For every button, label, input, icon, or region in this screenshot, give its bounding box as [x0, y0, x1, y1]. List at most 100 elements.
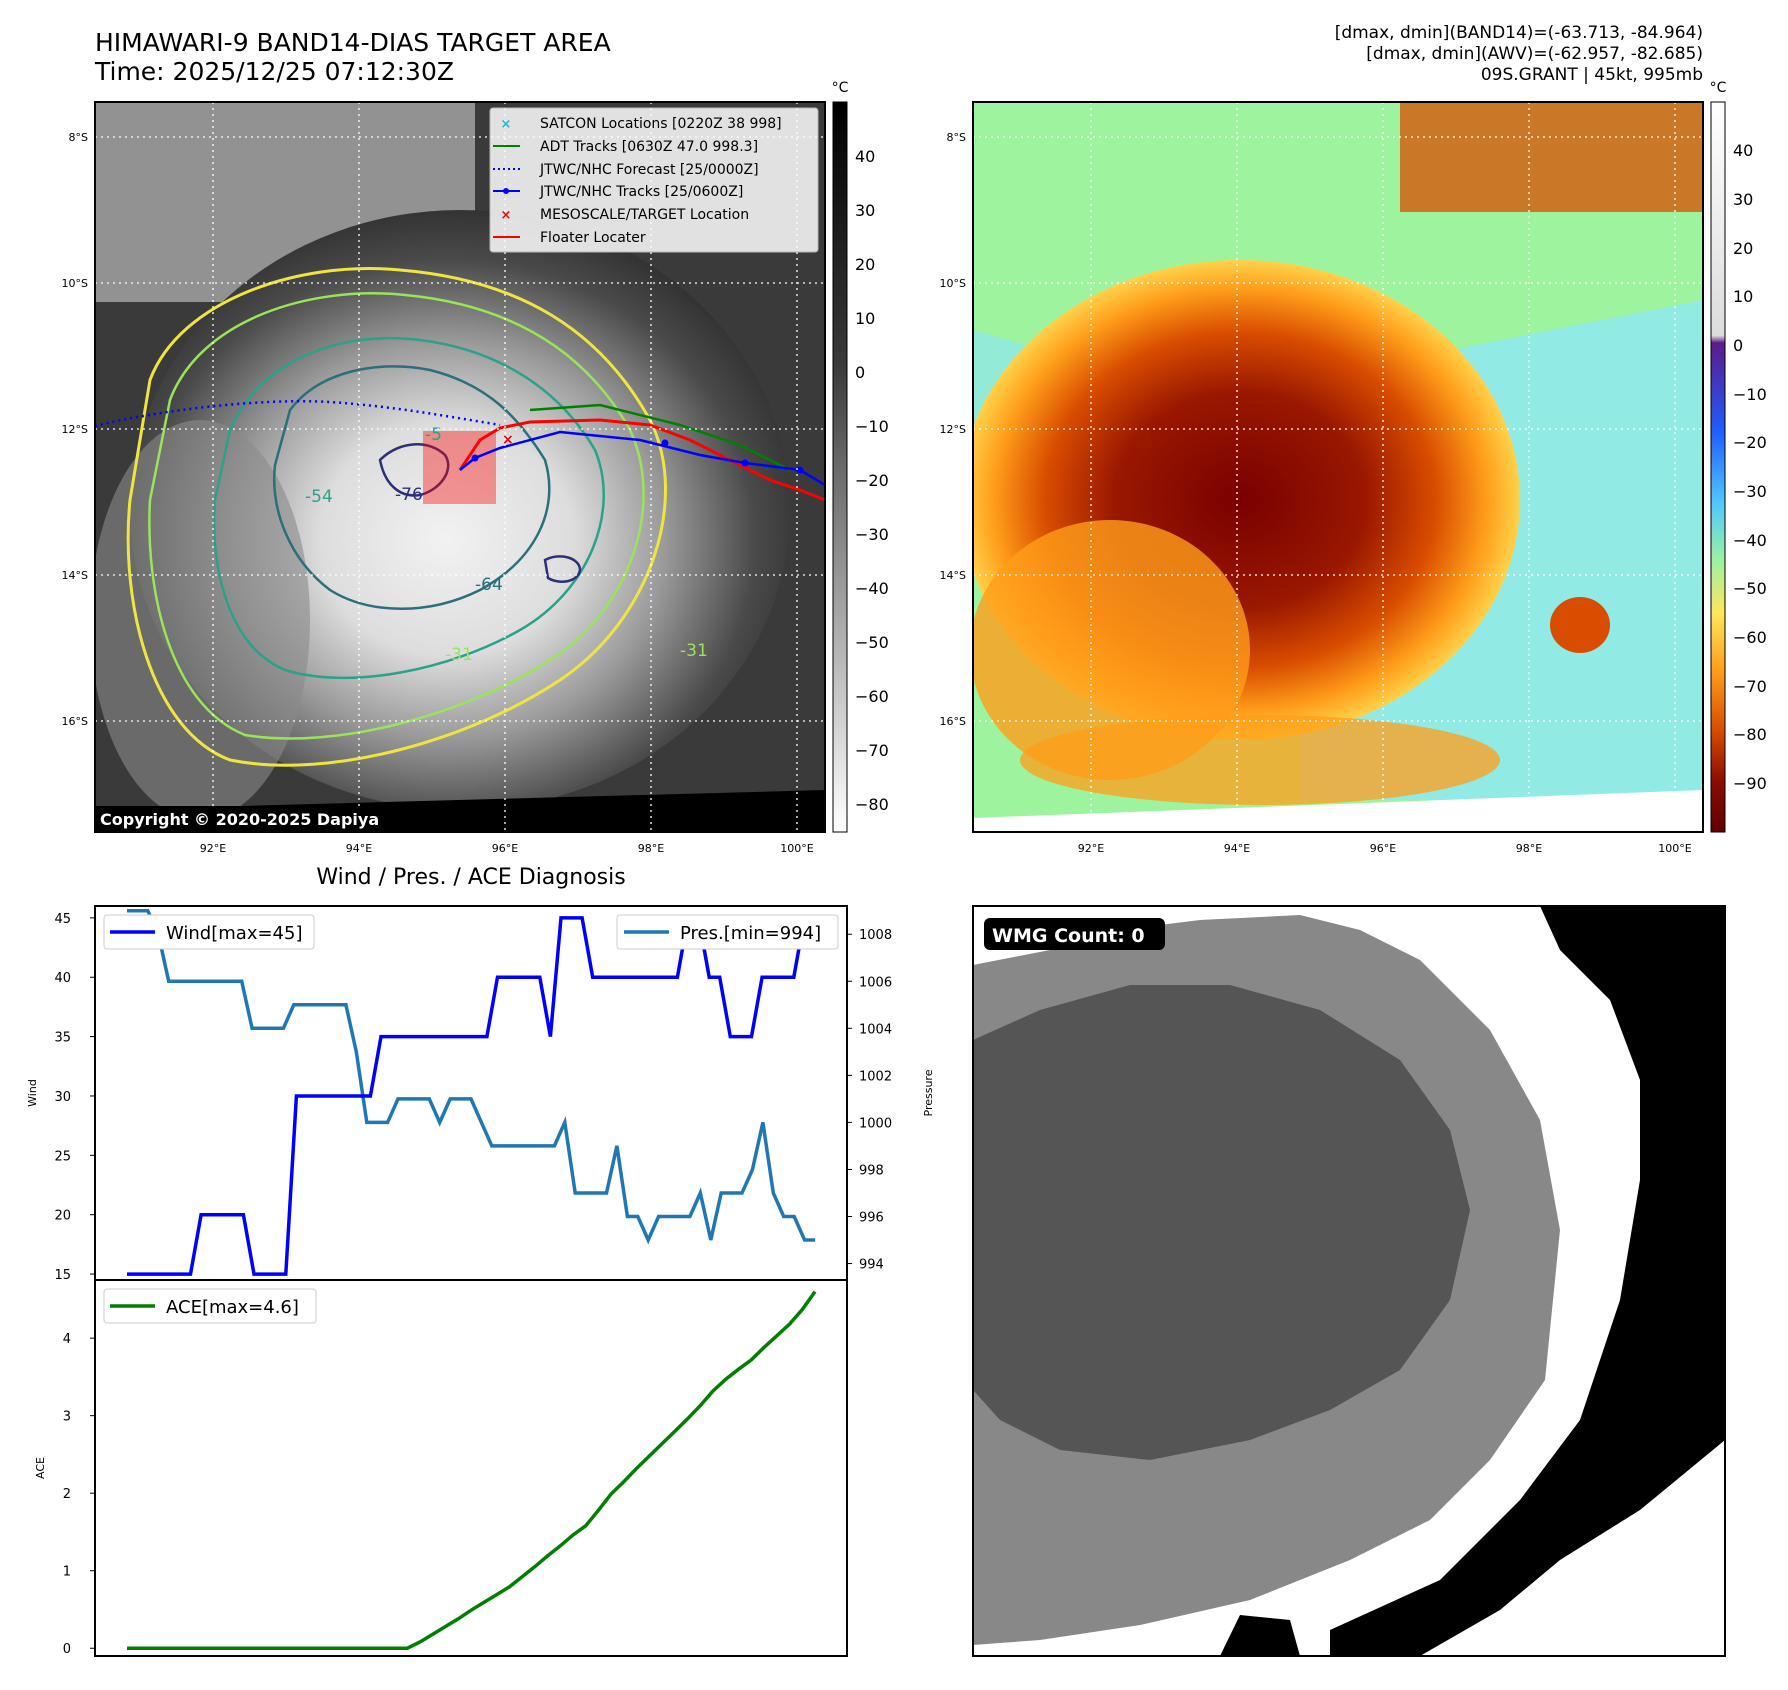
colorbar-tick: 40 [855, 147, 875, 166]
colorbar-tick: 10 [855, 309, 875, 328]
tick-label: 1008 [859, 928, 892, 943]
southern-band [1020, 715, 1500, 805]
data-edge [973, 790, 1703, 832]
legend-box [489, 107, 819, 253]
colorbar-gray: °C 40 30 20 10 0 −10 −20 −30 −40 −50 −60… [832, 80, 889, 833]
contour-dark-teal [273, 365, 551, 610]
map-frame [94, 101, 826, 833]
colorbar-tick: −90 [1733, 774, 1767, 793]
colorbar-tick: −30 [855, 525, 889, 544]
lat-label: 10°S [940, 277, 966, 290]
wind-legend: Wind[max=45] [103, 914, 315, 950]
outer-rainband [973, 520, 1250, 780]
jtwc-track-point [796, 466, 804, 474]
pressure-ticks: 994 996 998 1000 1002 1004 1006 1008 [847, 928, 892, 1273]
lon-axis-left: 92°E 94°E 96°E 98°E 100°E [200, 842, 814, 855]
lon-axis-right: 92°E 94°E 96°E 98°E 100°E [1078, 842, 1692, 855]
lat-label: 8°S [69, 131, 88, 144]
contour-label: -64 [475, 575, 503, 595]
legend-floater-label: Floater Locater [540, 230, 646, 246]
map-panel-gray: × -76 -64 -54 -31 -5 -31 Copyright © 202… [62, 101, 826, 855]
pressure-axis-label: Pressure [922, 1069, 935, 1116]
lat-label: 14°S [62, 569, 88, 582]
wind-pressure-chart: Wind Pressure 15 20 25 30 35 40 45 994 996 998 10… [26, 905, 935, 1283]
colorbar-gray-ticks: 40 30 20 10 0 −10 −20 −30 −40 −50 −60 −7… [855, 147, 889, 814]
contour-cell [543, 555, 582, 583]
jtwc-track-point [741, 459, 749, 467]
contour-label: -5 [425, 425, 442, 445]
lon-label: 96°E [492, 842, 518, 855]
contour-core [378, 443, 450, 497]
wmg-count-label: WMG Count: 0 [992, 925, 1145, 947]
colorbar-ir-unit: °C [1710, 80, 1727, 96]
colorbar-tick: −50 [1733, 579, 1767, 598]
ace-series-line [127, 1290, 817, 1650]
lat-axis-left: 8°S 10°S 12°S 14°S 16°S [62, 131, 88, 728]
contour-teal [212, 336, 605, 680]
colorbar-ir-ticks: 40 30 20 10 0 −10 −20 −30 −40 −50 −60 −7… [1733, 141, 1767, 793]
legend-target-marker: × [501, 208, 512, 223]
isolated-cell [1550, 597, 1610, 653]
tick-label: 20 [54, 1209, 71, 1224]
colorbar-tick: 30 [855, 201, 875, 220]
tick-label: 0 [63, 1642, 71, 1657]
map-legend: × SATCON Locations [0220Z 38 998] ADT Tr… [489, 107, 819, 253]
tick-label: 30 [54, 1090, 71, 1105]
colorbar-tick: 0 [855, 363, 865, 382]
ace-ticks: 0 1 2 3 4 [63, 1332, 95, 1657]
wind-legend-label: Wind[max=45] [166, 923, 303, 944]
contour-green [148, 292, 645, 740]
colorbar-tick: −20 [1733, 433, 1767, 452]
wind-axes-frame [94, 905, 848, 1281]
lat-label: 8°S [947, 131, 966, 144]
wmg-count-box [984, 918, 1165, 950]
legend-tracks-dot [503, 188, 509, 194]
lon-label: 100°E [1658, 842, 1691, 855]
colorbar-tick: 0 [1733, 336, 1743, 355]
lat-label: 16°S [940, 715, 966, 728]
ace-axes-frame [94, 1279, 848, 1657]
colorbar-gray-unit: °C [832, 80, 849, 96]
colorbar-tick: −30 [1733, 482, 1767, 501]
tick-label: 1000 [859, 1116, 892, 1131]
colorbar-tick: −50 [855, 633, 889, 652]
ace-legend-label: ACE[max=4.6] [166, 1297, 299, 1318]
colorbar-tick: −80 [1733, 725, 1767, 744]
colorbar-tick: −10 [1733, 385, 1767, 404]
lon-label: 94°E [346, 842, 372, 855]
wind-ticks: 15 20 25 30 35 40 45 [54, 912, 95, 1283]
tick-label: 4 [63, 1332, 71, 1347]
awv-range: [dmax, dmin](AWV)=(-62.957, -82.685) [1366, 44, 1703, 64]
tick-label: 35 [54, 1031, 71, 1046]
adt-track [529, 403, 791, 472]
tick-label: 40 [54, 971, 71, 986]
legend-forecast-label: JTWC/NHC Forecast [25/0000Z] [539, 162, 759, 178]
contour-label: -54 [305, 487, 333, 507]
jtwc-track [459, 430, 825, 487]
map-grid [973, 102, 1703, 832]
colorbar-tick: 10 [1733, 287, 1753, 306]
floater-track [458, 418, 825, 502]
colorbar-tick: −70 [1733, 677, 1767, 696]
pressure-legend-label: Pres.[min=994] [680, 923, 821, 944]
ace-legend: ACE[max=4.6] [103, 1288, 317, 1324]
colorbar-tick: −60 [1733, 628, 1767, 647]
pressure-series-line [127, 908, 815, 1245]
lat-label: 16°S [62, 715, 88, 728]
colorbar-tick: −70 [855, 741, 889, 760]
target-marker: × [502, 432, 514, 448]
colorbar-tick: −80 [855, 795, 889, 814]
colorbar-tick: 20 [1733, 239, 1753, 258]
wind-axis-label: Wind [26, 1079, 39, 1107]
ace-axis-label: ACE [34, 1457, 47, 1479]
lat-axis-right: 8°S 10°S 12°S 14°S 16°S [940, 131, 966, 728]
wmg-dark-region [973, 985, 1470, 1460]
figure-title: HIMAWARI-9 BAND14-DIAS TARGET AREA [95, 28, 611, 57]
contour-yellow [126, 267, 668, 767]
map-frame [972, 101, 1704, 833]
tick-label: 1002 [859, 1069, 892, 1084]
lon-label: 94°E [1224, 842, 1250, 855]
legend-satcon-label: SATCON Locations [0220Z 38 998] [540, 116, 782, 132]
tick-label: 25 [54, 1149, 71, 1164]
